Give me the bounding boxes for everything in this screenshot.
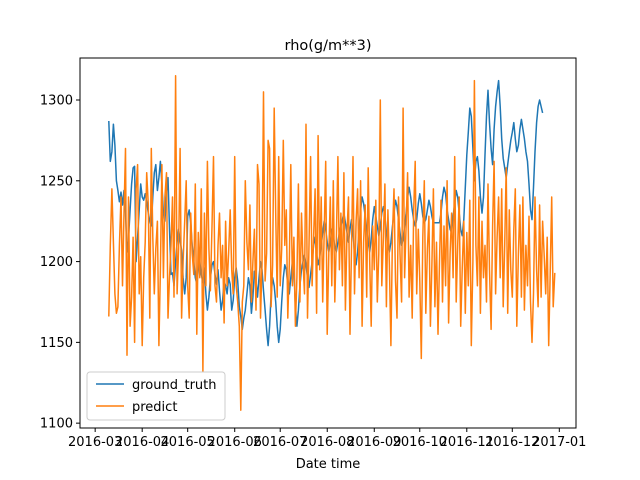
x-axis-label: Date time [296, 457, 361, 472]
y-tick-label: 1100 [40, 417, 73, 432]
chart-title: rho(g/m**3) [284, 38, 371, 54]
legend-label-predict: predict [132, 400, 177, 415]
plot-frame [79, 57, 577, 429]
plot-lines [108, 75, 556, 411]
y-tick-label: 1300 [40, 94, 73, 109]
x-tick-label: 2016-08 [300, 435, 354, 450]
x-tick-label: 2016-07 [253, 435, 307, 450]
y-axis: 1100 1150 1200 1250 1300 [40, 94, 80, 432]
series-line-predict [108, 75, 556, 411]
x-tick-label: 2016-05 [161, 435, 215, 450]
x-tick-label: 2016-06 [208, 435, 262, 450]
x-tick-label: 2016-03 [68, 435, 122, 450]
x-axis: 2016-032016-042016-052016-062016-072016-… [68, 428, 586, 450]
y-tick-label: 1200 [40, 255, 73, 270]
x-tick-label: 2016-09 [347, 435, 401, 450]
legend: ground_truth predict [86, 371, 226, 421]
y-tick-label: 1250 [40, 174, 73, 189]
y-tick-label: 1150 [40, 336, 73, 351]
x-tick-label: 2017-01 [532, 435, 586, 450]
x-tick-label: 2016-10 [393, 435, 447, 450]
x-tick-label: 2016-12 [485, 435, 539, 450]
legend-label-ground-truth: ground_truth [132, 378, 217, 393]
x-tick-label: 2016-11 [440, 435, 494, 450]
x-tick-label: 2016-04 [115, 435, 169, 450]
